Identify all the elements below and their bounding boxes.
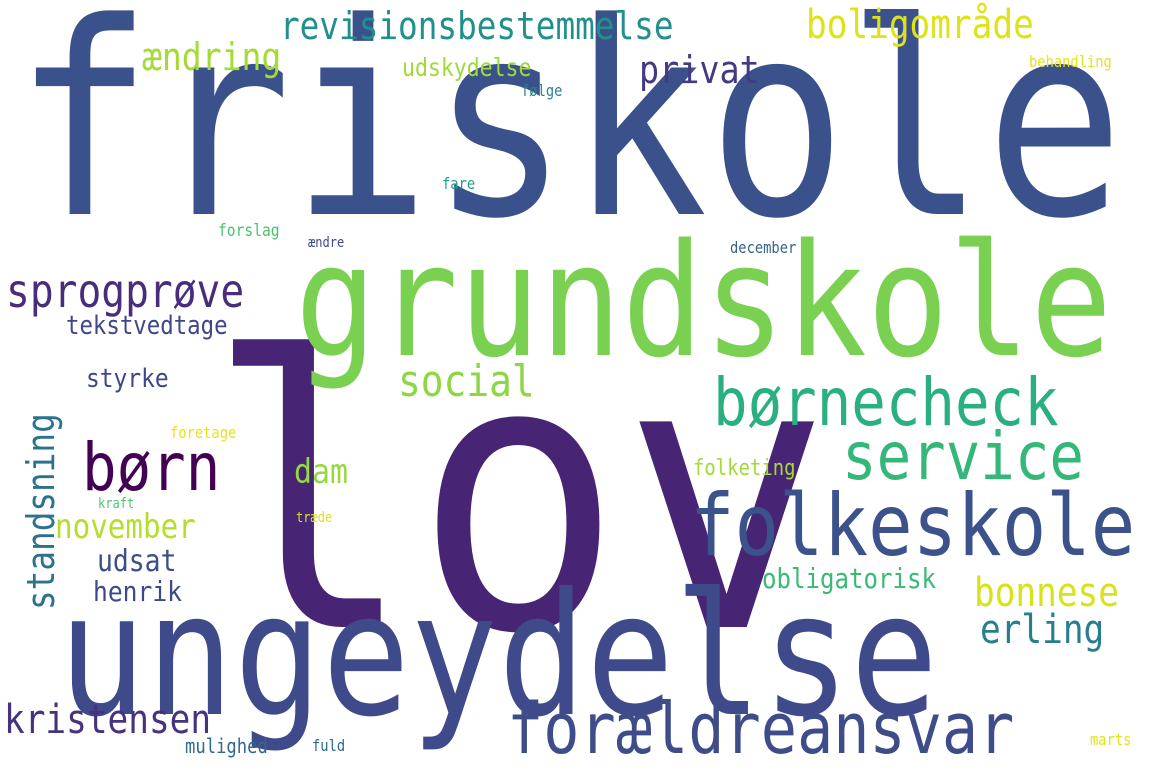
word-obligatorisk: obligatorisk (762, 562, 936, 595)
word-dam: dam (294, 452, 349, 492)
word-boernecheck: børnecheck (713, 364, 1059, 441)
word-friskole: friskole (14, 0, 1125, 278)
word-styrke: styrke (86, 364, 169, 394)
word-ungeydelse: ungeydelse (58, 557, 939, 755)
word-forslag: forslag (218, 221, 280, 241)
word-folkeskole: folkeskole (690, 476, 1136, 576)
word-aendre: ændre (308, 235, 345, 251)
word-marts: marts (1090, 730, 1132, 749)
word-henrik: henrik (93, 575, 183, 608)
word-foelge: følge (521, 81, 563, 100)
word-aendring: ændring (142, 35, 282, 79)
word-sprogproeve: sprogprøve (6, 264, 245, 318)
word-november: november (55, 507, 196, 547)
word-revisionsbestemmelse: revisionsbestemmelse (280, 4, 674, 48)
word-folketing: folketing (693, 456, 796, 481)
word-fare: fare (442, 174, 476, 193)
word-privat: privat (639, 48, 760, 92)
word-bonnese: bonnese (974, 570, 1119, 616)
word-lov: lov (206, 278, 831, 716)
word-fuld: fuld (312, 736, 346, 755)
word-tekstvedtage: tekstvedtage (66, 311, 228, 341)
word-grundskole: grundskole (295, 210, 1113, 392)
word-social: social (398, 356, 535, 407)
word-udsat: udsat (97, 544, 177, 579)
word-behandling: behandling (1029, 52, 1112, 71)
word-mulighed: mulighed (185, 734, 268, 758)
word-foraeldreansvar: forældreansvar (507, 688, 1015, 770)
word-kristensen: kristensen (4, 697, 212, 743)
word-udskydelse: udskydelse (402, 53, 532, 82)
word-traede: træde (296, 510, 333, 526)
word-boern: børn (82, 429, 221, 506)
word-service: service (842, 418, 1084, 495)
word-boligomraade: boligområde (806, 2, 1034, 48)
word-december: december (730, 238, 797, 257)
word-erling: erling (980, 607, 1105, 653)
word-kraft: kraft (98, 496, 135, 512)
word-foretage: foretage (170, 423, 237, 442)
